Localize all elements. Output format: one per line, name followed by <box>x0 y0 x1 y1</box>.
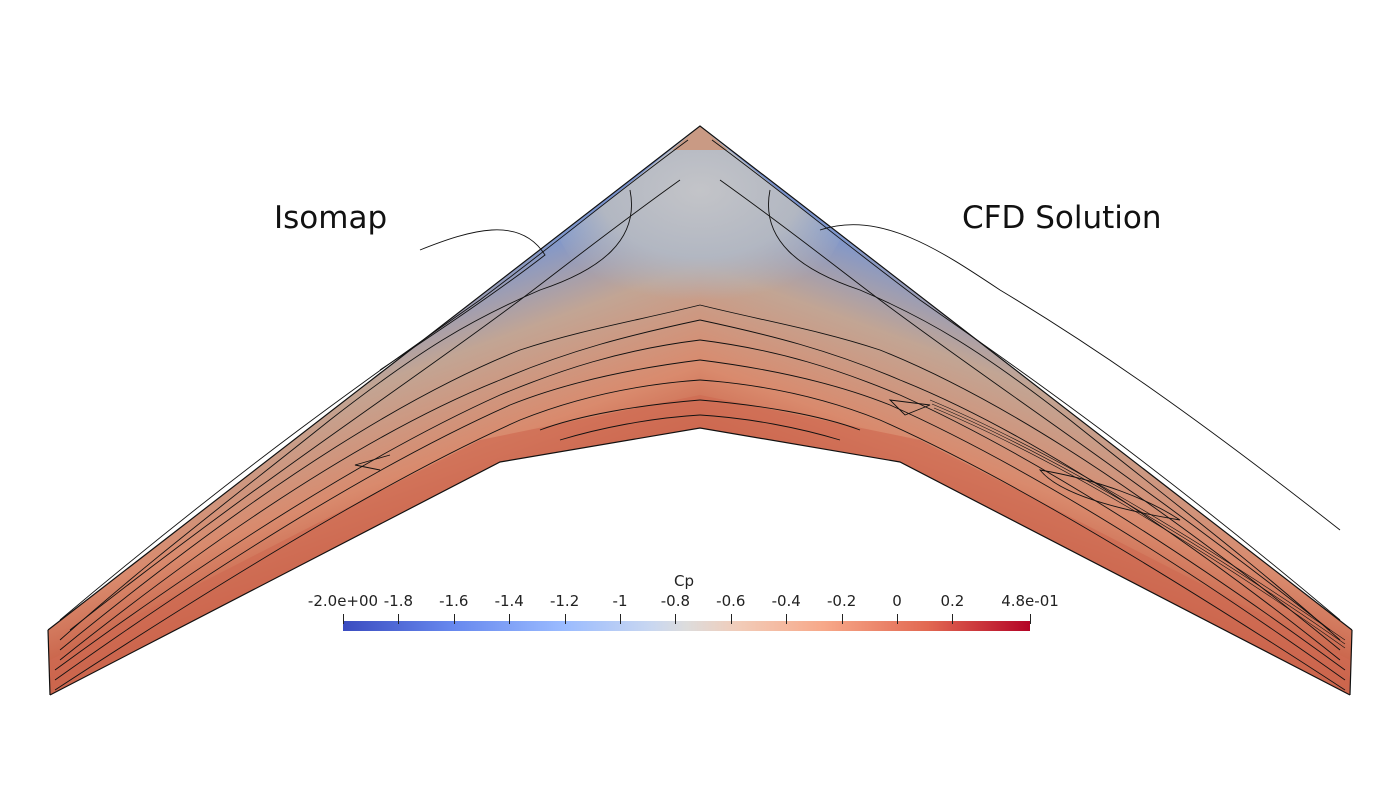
colorbar-tick-mark <box>620 614 622 624</box>
right-wing-surface <box>700 126 1352 695</box>
cfd-solution-title: CFD Solution <box>962 200 1162 236</box>
trailing-edge-band-right <box>700 395 1350 695</box>
colorbar-tick-label: -1.4 <box>494 592 524 610</box>
colorbar-tick-mark <box>786 614 788 624</box>
colorbar-tick-label: 0.2 <box>940 592 965 610</box>
colorbar-tick-mark <box>343 614 344 624</box>
colorbar-tick-mark <box>952 614 954 624</box>
colorbar-tick-label: -1.8 <box>383 592 414 610</box>
colorbar-tick-label: -0.8 <box>660 592 691 610</box>
colorbar <box>343 621 1030 631</box>
colorbar-tick-label: 0 <box>892 592 902 610</box>
colorbar-tick-mark <box>564 614 566 624</box>
colorbar-tick-mark <box>675 614 677 624</box>
colorbar-tick-mark <box>453 614 455 624</box>
right-shock-lines <box>929 399 1346 649</box>
left-contours <box>54 139 701 691</box>
colorbar-tick-mark <box>398 614 400 624</box>
colorbar-title: Cp <box>674 572 694 590</box>
colorbar-tick-label: -1.6 <box>439 592 469 610</box>
colorbar-tick-label: -1 <box>612 592 628 610</box>
right-contours <box>699 139 1346 691</box>
apex-tip <box>672 126 728 150</box>
colorbar-tick-label: -2.0e+00 <box>307 592 379 610</box>
colorbar-tick-mark <box>509 614 511 624</box>
isomap-title: Isomap <box>274 200 388 236</box>
colorbar-tick-label: -0.2 <box>826 592 857 610</box>
left-wing-surface <box>48 126 700 695</box>
colorbar-tick-mark <box>1030 614 1031 624</box>
colorbar-tick-label: -0.6 <box>716 592 746 610</box>
colorbar-tick-mark <box>730 614 732 624</box>
apex-region <box>560 126 840 310</box>
trailing-edge-band <box>50 395 700 695</box>
colorbar-tick-mark <box>897 614 899 624</box>
colorbar-tick-label: -0.4 <box>771 592 801 610</box>
colorbar-tick-label: 4.8e-01 <box>1001 592 1059 610</box>
wing-outline <box>47 125 1353 696</box>
colorbar-tick-mark <box>841 614 843 624</box>
colorbar-tick-label: -1.2 <box>549 592 580 610</box>
